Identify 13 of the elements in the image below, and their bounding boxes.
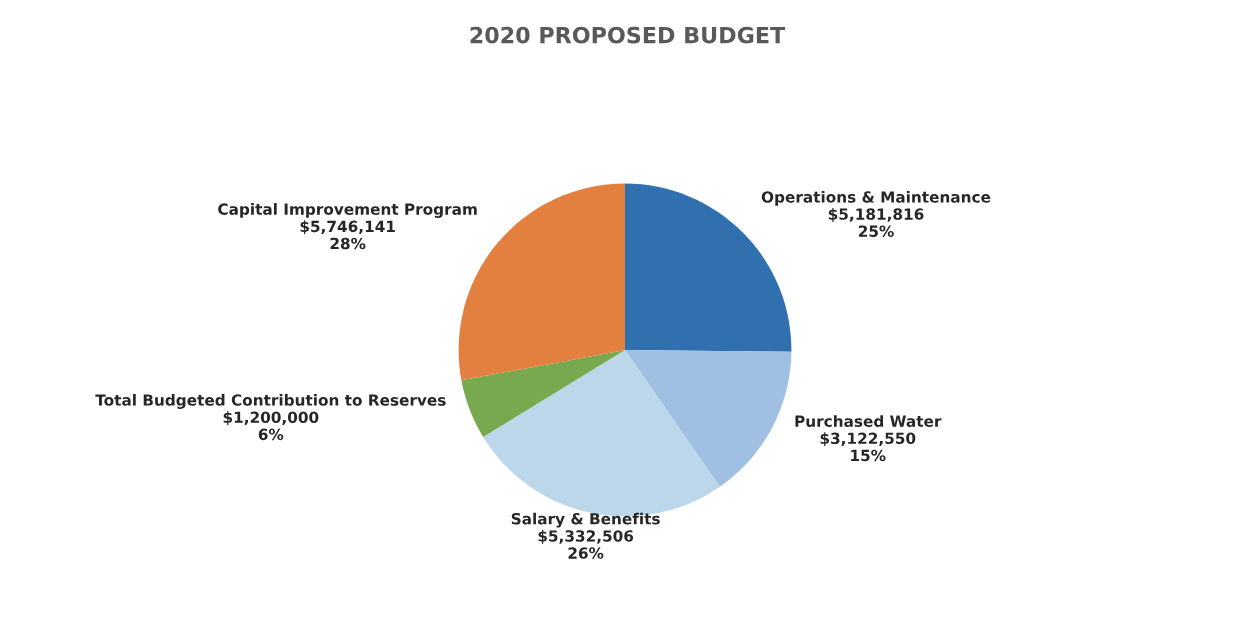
data-label: $5,746,141 28%: [300, 220, 395, 250]
pie-slice: [625, 350, 792, 487]
slice-label: Operations & Maintenance: [761, 190, 991, 206]
slice-label: Purchased Water: [795, 415, 942, 427]
data-label: $3,122,550 15%: [820, 432, 916, 462]
chart-title: 2020 PROPOSED BUDGET: [470, 26, 786, 44]
data-label: $5,332,506 26%: [538, 529, 634, 559]
slice-label: Capital Improvement Program: [218, 203, 477, 218]
data-label: $1,200,000 6%: [223, 411, 319, 441]
slice-label: Total Budgeted Contribution to Reserves: [95, 394, 446, 409]
data-label: $5,181,816 25%: [828, 208, 924, 237]
slice-label: Salary & Benefits: [511, 512, 660, 528]
pie-slice: [461, 350, 625, 437]
